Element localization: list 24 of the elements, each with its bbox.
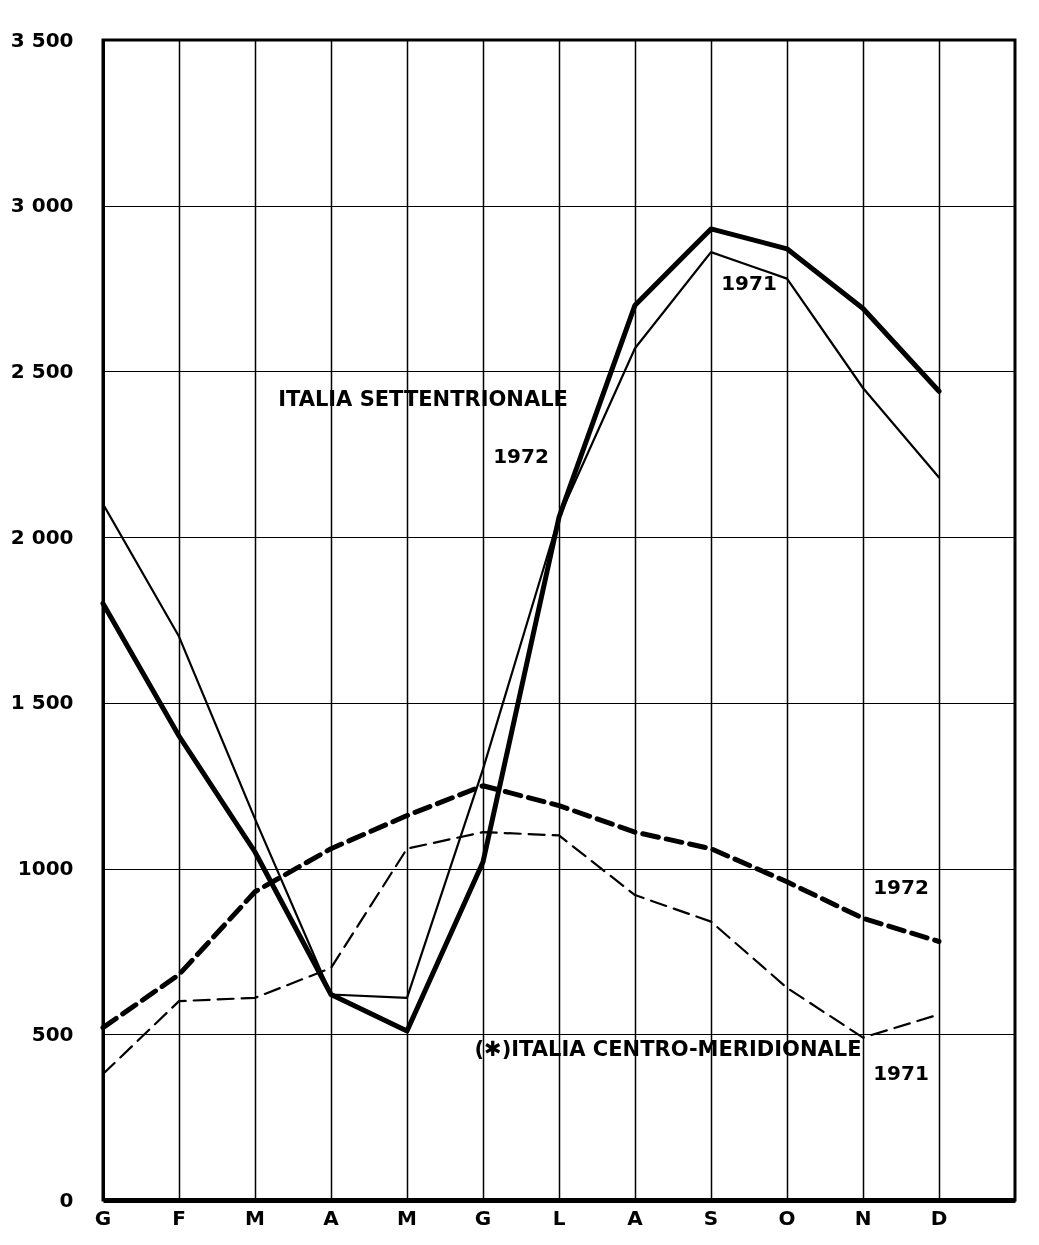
x-tick-label: D [930, 1205, 948, 1230]
series-label: 1971 [873, 1060, 929, 1085]
y-tick-label: 2 000 [10, 524, 74, 549]
x-tick-label: A [323, 1205, 340, 1230]
y-tick-label: 0 [59, 1187, 74, 1212]
x-tick-label: M [397, 1205, 417, 1230]
x-tick-label: N [854, 1205, 872, 1230]
y-tick-label: 1 500 [10, 690, 74, 715]
y-tick-label: 500 [31, 1021, 74, 1046]
series-label: 1972 [493, 444, 549, 469]
y-tick-label: 3 500 [10, 27, 74, 52]
series-label: 1972 [873, 875, 929, 900]
x-tick-label: G [474, 1205, 492, 1230]
series-label: 1971 [721, 271, 777, 296]
x-tick-label: L [552, 1205, 566, 1230]
y-tick-label: 1000 [17, 856, 74, 881]
x-tick-label: M [245, 1205, 265, 1230]
y-tick-label: 3 000 [10, 193, 74, 218]
x-tick-label: G [94, 1205, 112, 1230]
x-tick-label: A [627, 1205, 644, 1230]
x-tick-label: F [172, 1205, 186, 1230]
y-tick-label: 2 500 [10, 358, 74, 383]
x-tick-label: O [778, 1205, 796, 1230]
x-tick-label: S [703, 1205, 719, 1230]
